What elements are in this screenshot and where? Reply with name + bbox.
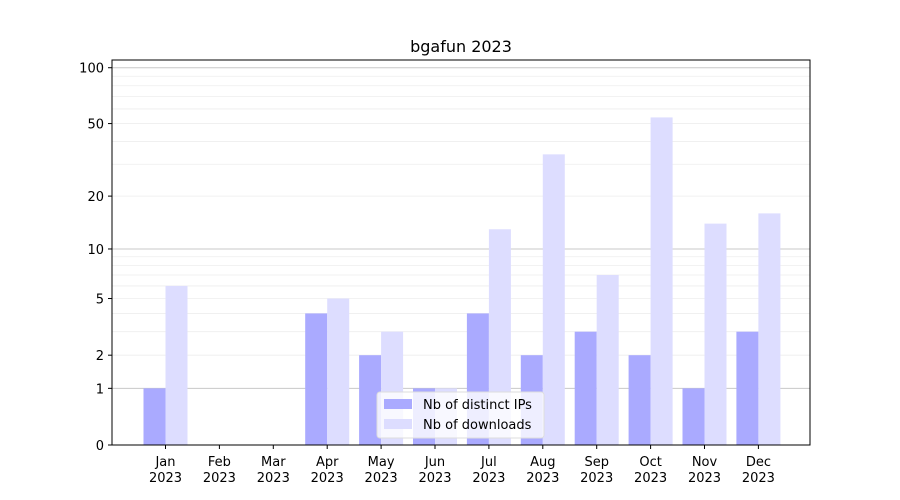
x-tick-label: May 2023 — [365, 455, 398, 486]
bar-downloads — [165, 285, 188, 445]
y-tick-label: 0 — [96, 439, 104, 454]
y-axis: 0 1 2 5 10 20 50 100 — [79, 62, 112, 454]
bar-downloads — [596, 275, 619, 445]
bar-ips — [682, 388, 705, 445]
chart-title: bgafun 2023 — [410, 37, 512, 56]
x-tick-label: Jun 2023 — [418, 455, 451, 486]
bar-downloads — [327, 298, 350, 445]
bar-ips — [574, 331, 597, 445]
legend-swatch — [384, 399, 412, 409]
grid-lines — [112, 67, 810, 389]
x-tick-label: Apr 2023 — [311, 455, 344, 486]
bar-ips — [736, 331, 759, 445]
x-tick-label: Jan 2023 — [149, 455, 182, 486]
x-axis: Jan 2023 Feb 2023 Mar 2023 Apr 2023 May 2023 Jun 20… — [149, 445, 775, 486]
x-tick-label: Aug 2023 — [526, 455, 559, 486]
y-tick-label: 20 — [87, 190, 104, 205]
legend: Nb of distinct IPs Nb of downloads — [376, 391, 545, 439]
bar-downloads — [488, 229, 511, 445]
legend-box — [376, 391, 545, 439]
bar-downloads — [542, 154, 565, 445]
x-tick-label: Oct 2023 — [634, 455, 667, 486]
bar-ips — [305, 313, 328, 445]
y-tick-label: 10 — [87, 243, 104, 258]
bar-downloads — [758, 213, 781, 445]
x-tick-label: Jul 2023 — [472, 455, 505, 486]
legend-label: Nb of distinct IPs — [423, 398, 532, 413]
bar-ips — [628, 355, 651, 445]
bar-downloads — [650, 117, 673, 446]
x-tick-label: Mar 2023 — [257, 455, 290, 486]
plot-frame — [111, 59, 811, 446]
bar-ips — [143, 388, 166, 445]
x-tick-label: Nov 2023 — [688, 455, 721, 486]
y-tick-label: 1 — [96, 382, 104, 397]
legend-label: Nb of downloads — [423, 418, 532, 433]
bar-ips — [359, 355, 382, 445]
legend-swatch — [384, 419, 412, 429]
y-tick-label: 5 — [96, 293, 104, 308]
x-tick-label: Sep 2023 — [580, 455, 613, 486]
y-tick-label: 100 — [79, 62, 104, 77]
x-tick-label: Dec 2023 — [742, 455, 775, 486]
y-tick-label: 2 — [96, 349, 104, 364]
y-tick-label: 50 — [87, 118, 104, 133]
x-tick-label: Feb 2023 — [203, 455, 236, 486]
bar-downloads — [704, 223, 727, 445]
